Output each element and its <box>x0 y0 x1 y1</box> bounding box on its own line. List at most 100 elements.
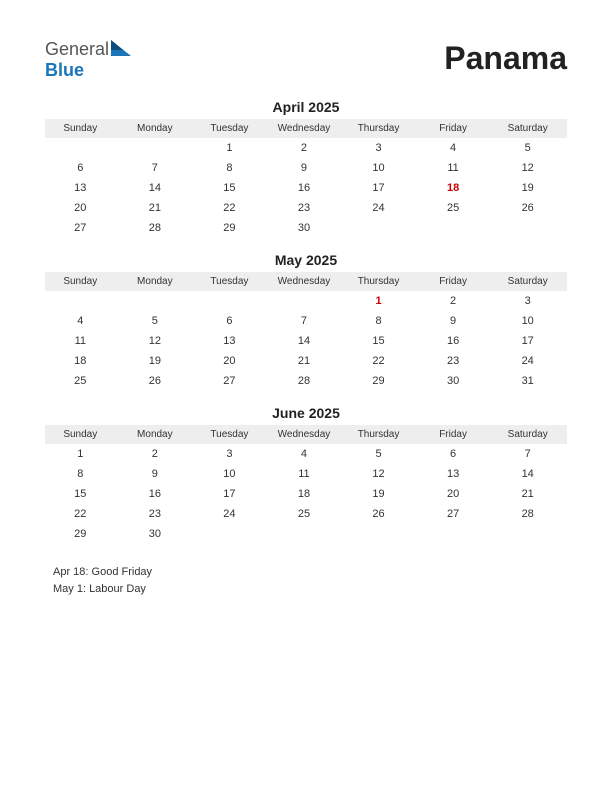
calendar-cell: 20 <box>45 198 120 218</box>
calendar-table: SundayMondayTuesdayWednesdayThursdayFrid… <box>45 272 567 391</box>
calendar-cell: 29 <box>45 524 120 544</box>
calendar-cell: 28 <box>269 371 344 391</box>
calendar-cell: 17 <box>343 178 418 198</box>
calendar-cell: 2 <box>269 138 344 158</box>
month-title: May 2025 <box>45 252 567 268</box>
calendar-cell: 13 <box>418 464 493 484</box>
calendar-cell: 12 <box>343 464 418 484</box>
calendar-cell: 1 <box>343 291 418 311</box>
weekday-header: Friday <box>418 425 493 444</box>
calendar-cell: 23 <box>269 198 344 218</box>
holidays-list: Apr 18: Good FridayMay 1: Labour Day <box>45 564 567 597</box>
logo-word-blue: Blue <box>45 60 84 80</box>
calendar-row: 18192021222324 <box>45 351 567 371</box>
calendar-cell: 8 <box>45 464 120 484</box>
calendars-container: April 2025SundayMondayTuesdayWednesdayTh… <box>45 99 567 544</box>
calendar-cell: 31 <box>492 371 567 391</box>
calendar-cell: 9 <box>269 158 344 178</box>
calendar-cell: 12 <box>492 158 567 178</box>
calendar-cell: 29 <box>343 371 418 391</box>
calendar-cell: 22 <box>343 351 418 371</box>
calendar-row: 45678910 <box>45 311 567 331</box>
calendar-cell: 18 <box>45 351 120 371</box>
calendar-cell: 17 <box>194 484 269 504</box>
calendar-cell <box>194 524 269 544</box>
calendar-cell: 15 <box>343 331 418 351</box>
calendar-cell: 22 <box>45 504 120 524</box>
weekday-header: Sunday <box>45 425 120 444</box>
weekday-header: Tuesday <box>194 119 269 138</box>
calendar-cell: 25 <box>418 198 493 218</box>
month-block: April 2025 SundayMondayTuesdayWednesdayTh… <box>45 99 567 238</box>
calendar-cell: 3 <box>492 291 567 311</box>
calendar-cell: 5 <box>492 138 567 158</box>
weekday-header: Thursday <box>343 272 418 291</box>
logo: General Blue <box>45 40 131 81</box>
logo-text: General Blue <box>45 40 131 81</box>
month-block: May 2025 SundayMondayTuesdayWednesdayThur… <box>45 252 567 391</box>
calendar-cell <box>492 524 567 544</box>
calendar-cell: 9 <box>418 311 493 331</box>
header: General Blue Panama <box>45 40 567 81</box>
calendar-cell: 8 <box>194 158 269 178</box>
calendar-cell: 21 <box>120 198 195 218</box>
calendar-cell: 24 <box>492 351 567 371</box>
calendar-row: 1234567 <box>45 444 567 464</box>
calendar-cell: 24 <box>343 198 418 218</box>
calendar-cell: 21 <box>492 484 567 504</box>
calendar-cell: 2 <box>418 291 493 311</box>
calendar-cell: 28 <box>120 218 195 238</box>
weekday-header: Monday <box>120 272 195 291</box>
calendar-cell: 7 <box>492 444 567 464</box>
calendar-cell: 14 <box>492 464 567 484</box>
month-title: April 2025 <box>45 99 567 115</box>
calendar-cell: 21 <box>269 351 344 371</box>
calendar-cell: 1 <box>194 138 269 158</box>
calendar-cell: 2 <box>120 444 195 464</box>
weekday-header: Thursday <box>343 425 418 444</box>
weekday-header: Wednesday <box>269 425 344 444</box>
calendar-cell: 23 <box>418 351 493 371</box>
weekday-header: Saturday <box>492 272 567 291</box>
calendar-cell: 7 <box>120 158 195 178</box>
calendar-cell: 26 <box>120 371 195 391</box>
calendar-row: 891011121314 <box>45 464 567 484</box>
calendar-cell: 16 <box>269 178 344 198</box>
holiday-line: May 1: Labour Day <box>53 581 567 598</box>
calendar-cell: 27 <box>418 504 493 524</box>
calendar-cell <box>269 291 344 311</box>
weekday-header: Friday <box>418 272 493 291</box>
calendar-cell: 17 <box>492 331 567 351</box>
calendar-row: 25262728293031 <box>45 371 567 391</box>
calendar-row: 13141516171819 <box>45 178 567 198</box>
calendar-cell: 4 <box>45 311 120 331</box>
calendar-cell <box>45 291 120 311</box>
calendar-row: 2930 <box>45 524 567 544</box>
logo-triangle-icon <box>111 40 131 61</box>
calendar-cell: 30 <box>418 371 493 391</box>
calendar-cell <box>343 218 418 238</box>
calendar-cell: 19 <box>120 351 195 371</box>
calendar-cell <box>120 291 195 311</box>
calendar-cell <box>194 291 269 311</box>
calendar-cell: 15 <box>45 484 120 504</box>
calendar-cell: 11 <box>418 158 493 178</box>
calendar-cell: 27 <box>45 218 120 238</box>
calendar-cell: 25 <box>269 504 344 524</box>
calendar-cell <box>269 524 344 544</box>
month-title: June 2025 <box>45 405 567 421</box>
weekday-header: Wednesday <box>269 272 344 291</box>
calendar-cell: 22 <box>194 198 269 218</box>
calendar-cell: 30 <box>269 218 344 238</box>
calendar-cell: 6 <box>194 311 269 331</box>
calendar-row: 123 <box>45 291 567 311</box>
calendar-cell: 4 <box>269 444 344 464</box>
calendar-cell: 10 <box>343 158 418 178</box>
calendar-cell: 7 <box>269 311 344 331</box>
calendar-cell: 4 <box>418 138 493 158</box>
calendar-cell: 29 <box>194 218 269 238</box>
calendar-table: SundayMondayTuesdayWednesdayThursdayFrid… <box>45 119 567 238</box>
calendar-cell: 8 <box>343 311 418 331</box>
calendar-cell: 6 <box>45 158 120 178</box>
calendar-cell: 3 <box>194 444 269 464</box>
